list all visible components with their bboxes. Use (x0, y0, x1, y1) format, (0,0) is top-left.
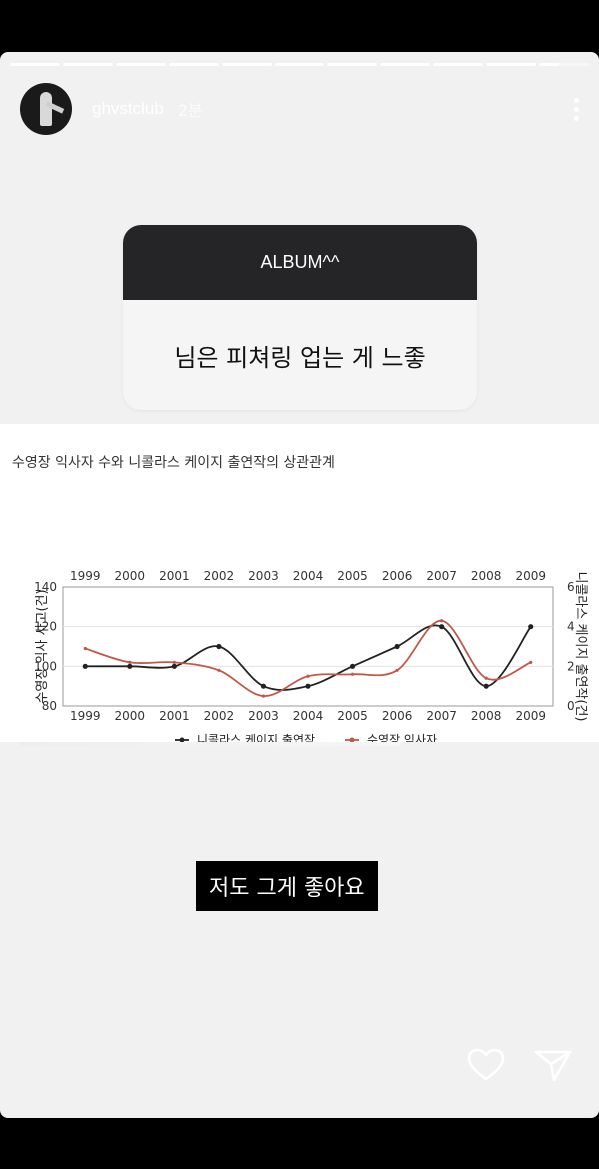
y-right-tick: 0 (567, 699, 575, 713)
progress-segment (10, 63, 60, 66)
y-right-tick: 4 (567, 620, 575, 634)
y-left-tick: 120 (34, 620, 57, 634)
legend-marker (179, 737, 185, 742)
data-point (305, 683, 311, 689)
story-frame[interactable]: ghvstclub 2분 ALBUM^^ 님은 피쳐링 업는 게 느좋 수영장 … (0, 52, 599, 1118)
story-caption: 저도 그게 좋아요 (196, 861, 378, 911)
progress-segment (433, 63, 484, 66)
x-tick-top: 2003 (248, 569, 279, 583)
x-tick-top: 1999 (70, 569, 101, 583)
data-point (306, 674, 310, 678)
x-tick-bottom: 2005 (337, 709, 368, 723)
x-tick-bottom: 1999 (70, 709, 101, 723)
data-point (217, 668, 221, 672)
heart-icon[interactable] (466, 1045, 506, 1085)
data-point (484, 676, 488, 680)
x-tick-bottom: 2006 (382, 709, 413, 723)
data-point (529, 660, 533, 664)
avatar[interactable] (20, 83, 72, 135)
progress-segment (274, 63, 325, 66)
data-point (440, 619, 444, 623)
x-tick-top: 2002 (204, 569, 235, 583)
data-point (439, 624, 445, 630)
y-right-tick: 2 (567, 659, 575, 673)
series-line (85, 624, 532, 691)
data-point (127, 663, 133, 669)
more-options-icon[interactable] (574, 94, 579, 125)
x-tick-bottom: 2003 (248, 709, 279, 723)
progress-segment (539, 63, 589, 66)
y-left-tick: 80 (42, 699, 57, 713)
post-time: 2분 (177, 101, 203, 120)
data-point (528, 624, 534, 630)
progress-segment (380, 63, 431, 66)
data-point (171, 663, 177, 669)
data-point (350, 672, 355, 676)
progress-segment (486, 63, 537, 66)
x-tick-bottom: 2007 (426, 709, 457, 723)
data-point (82, 663, 88, 669)
story-header: ghvstclub 2분 (20, 82, 579, 136)
progress-segment (115, 63, 166, 66)
progress-segment (327, 63, 378, 66)
progress-segment (168, 63, 219, 66)
question-answer: 님은 피쳐링 업는 게 느좋 (174, 343, 426, 372)
username[interactable]: ghvstclub (92, 99, 164, 118)
x-tick-top: 2004 (293, 569, 324, 583)
question-prompt: ALBUM^^ (123, 225, 477, 300)
data-point (395, 668, 399, 672)
story-progress-bar (10, 63, 589, 66)
data-point (349, 663, 356, 669)
y-left-label: 수영장 익사 사고(건) (35, 589, 50, 703)
data-point (394, 643, 400, 650)
avatar-figure (40, 92, 52, 126)
progress-segment (62, 63, 113, 66)
data-point (260, 683, 267, 689)
x-tick-bottom: 2008 (471, 709, 502, 723)
question-sticker[interactable]: ALBUM^^ 님은 피쳐링 업는 게 느좋 (123, 225, 477, 410)
send-icon[interactable] (532, 1045, 574, 1085)
x-tick-bottom: 2009 (515, 709, 546, 723)
x-tick-top: 2000 (115, 569, 146, 583)
legend-label: 수영장 익사자 (367, 733, 437, 742)
y-right-label: 니콜라스 케이지 출연작(건) (573, 572, 588, 722)
x-tick-top: 2007 (426, 569, 457, 583)
chart-image: 수영장 익사자 수와 니콜라스 케이지 출연작의 상관관계 1999 1999 20… (0, 424, 599, 746)
x-tick-top: 2006 (382, 569, 413, 583)
data-point (483, 683, 489, 689)
y-right-tick: 6 (567, 580, 575, 594)
x-tick-bottom: 2004 (293, 709, 324, 723)
x-tick-bottom: 2001 (159, 709, 190, 723)
y-left-tick: 140 (34, 580, 57, 594)
legend-label: 니콜라스 케이지 출연작 (197, 733, 315, 742)
data-point (83, 646, 87, 651)
data-point (216, 643, 222, 650)
x-tick-top: 2008 (471, 569, 502, 583)
x-tick-top: 2001 (159, 569, 190, 583)
progress-segment (221, 63, 272, 66)
x-tick-bottom: 2000 (115, 709, 146, 723)
faded-text-strip (20, 742, 400, 746)
data-point (172, 660, 176, 664)
x-tick-top: 2009 (515, 569, 546, 583)
x-tick-bottom: 2002 (204, 709, 235, 723)
legend-marker (349, 737, 355, 742)
data-point (261, 694, 266, 698)
x-tick-top: 2005 (337, 569, 368, 583)
y-left-tick: 100 (34, 659, 57, 673)
series-line (85, 619, 532, 697)
correlation-chart: 1999 1999 2000 2000 2001 2001 2002 2002 2003 2003… (34, 569, 588, 742)
chart-title: 수영장 익사자 수와 니콜라스 케이지 출연작의 상관관계 (12, 455, 335, 471)
data-point (128, 660, 132, 664)
